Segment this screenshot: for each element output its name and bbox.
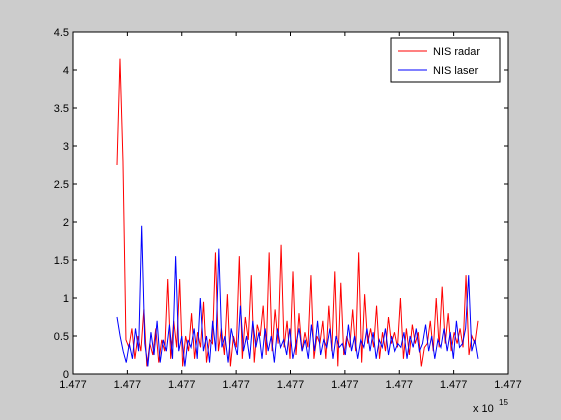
x-tick-label: 1.477 [440,379,468,391]
x-tick-label: 1.477 [114,379,142,391]
x-tick-label: 1.477 [222,379,250,391]
y-tick-label: 3 [63,141,69,153]
series-layer [116,58,479,367]
y-tick-label: 1 [63,293,69,305]
legend-label: NIS radar [433,46,480,58]
x-tick-label: 1.477 [494,379,522,391]
x-exponent-power: 15 [499,398,508,407]
y-tick-label: 1.5 [54,255,69,267]
x-tick-label: 1.477 [277,379,305,391]
x-tick-label: 1.477 [385,379,413,391]
legend: NIS radar NIS laser [390,37,501,83]
x-tick-label: 1.477 [168,379,196,391]
legend-label: NIS laser [433,65,479,77]
series-line-laser [116,225,479,367]
x-tick-label: 1.477 [59,379,87,391]
x-exponent-label: x 10 [473,403,494,415]
legend-box [390,37,501,83]
y-tick-label: 2 [63,217,69,229]
y-tick-label: 4.5 [54,27,69,39]
y-tick-label: 0.5 [54,331,69,343]
x-tick-label: 1.477 [331,379,359,391]
y-tick-label: 4 [63,65,69,77]
y-tick-label: 2.5 [54,179,69,191]
y-tick-label: 0 [63,369,69,381]
axes-layer: 0 0.5 1 1.5 2 2.5 3 3.5 4 4.5 1.477 1.477 1.477 1.477… [54,27,522,415]
y-tick-label: 3.5 [54,103,69,115]
axes-background [73,32,508,374]
